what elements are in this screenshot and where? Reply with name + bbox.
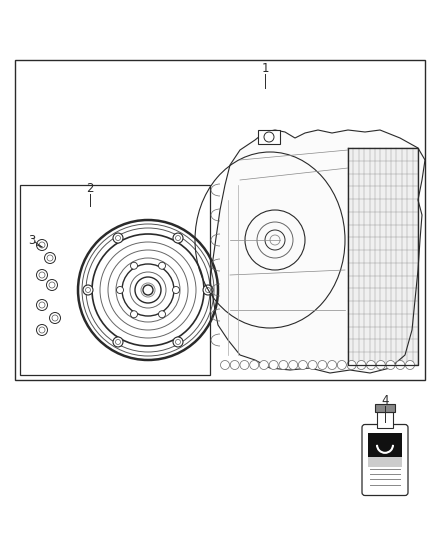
Circle shape <box>264 132 274 142</box>
Circle shape <box>36 300 47 311</box>
Circle shape <box>39 242 45 248</box>
Circle shape <box>131 262 138 269</box>
Circle shape <box>46 279 57 290</box>
Circle shape <box>367 360 375 369</box>
Circle shape <box>298 360 307 369</box>
Bar <box>258 130 280 144</box>
Circle shape <box>173 287 180 294</box>
Text: 2: 2 <box>86 182 94 195</box>
Circle shape <box>386 360 395 369</box>
Text: 3: 3 <box>28 233 35 246</box>
Circle shape <box>240 360 249 369</box>
Bar <box>348 148 418 365</box>
Circle shape <box>117 287 124 294</box>
Circle shape <box>250 360 259 369</box>
Circle shape <box>85 287 91 293</box>
Circle shape <box>396 360 405 369</box>
Circle shape <box>289 360 298 369</box>
FancyBboxPatch shape <box>362 424 408 496</box>
Circle shape <box>337 360 346 369</box>
Polygon shape <box>210 130 425 373</box>
Circle shape <box>39 327 45 333</box>
Circle shape <box>176 236 180 240</box>
Circle shape <box>203 285 213 295</box>
Circle shape <box>347 360 356 369</box>
Circle shape <box>113 233 123 243</box>
Circle shape <box>159 311 166 318</box>
Bar <box>20 185 210 375</box>
Circle shape <box>47 255 53 261</box>
Circle shape <box>328 360 337 369</box>
Circle shape <box>113 337 123 347</box>
Bar <box>375 403 395 411</box>
Text: 1: 1 <box>261 61 269 75</box>
Circle shape <box>259 360 268 369</box>
Circle shape <box>116 236 120 240</box>
Circle shape <box>39 302 45 308</box>
Bar <box>15 60 425 380</box>
Circle shape <box>176 340 180 344</box>
Bar <box>368 457 402 467</box>
Circle shape <box>318 360 327 369</box>
Circle shape <box>357 360 366 369</box>
Circle shape <box>116 340 120 344</box>
Circle shape <box>39 272 45 278</box>
Circle shape <box>279 360 288 369</box>
Circle shape <box>49 312 60 324</box>
Circle shape <box>36 325 47 335</box>
Circle shape <box>159 262 166 269</box>
Circle shape <box>220 360 230 369</box>
Circle shape <box>230 360 239 369</box>
Circle shape <box>52 315 58 321</box>
Circle shape <box>376 360 385 369</box>
Bar <box>368 432 402 457</box>
Circle shape <box>45 253 56 263</box>
Circle shape <box>173 337 183 347</box>
Circle shape <box>36 239 47 251</box>
Text: 4: 4 <box>381 393 389 407</box>
Circle shape <box>269 360 278 369</box>
Circle shape <box>131 311 138 318</box>
Circle shape <box>406 360 414 369</box>
Circle shape <box>173 233 183 243</box>
Bar <box>377 411 393 427</box>
Circle shape <box>83 285 93 295</box>
Circle shape <box>49 282 55 288</box>
Circle shape <box>308 360 317 369</box>
Circle shape <box>36 270 47 280</box>
Circle shape <box>205 287 211 293</box>
